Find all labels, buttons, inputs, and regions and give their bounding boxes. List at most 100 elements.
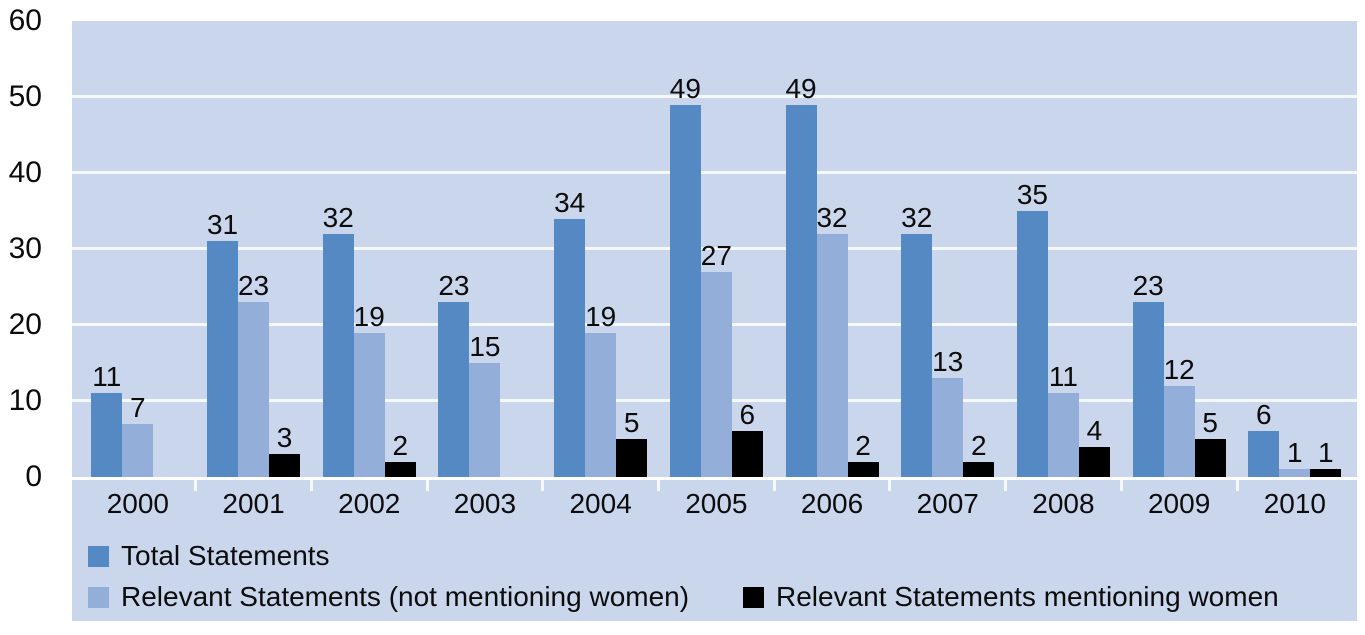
bar-2000-series-0: 11 [91,362,123,477]
bar-value-label: 3 [276,422,293,454]
bar-value-label: 11 [92,361,122,393]
x-axis-tick-mark [772,480,776,491]
bar-group-2006: 49 32 2 [774,21,890,477]
bar-value-label: 49 [785,72,817,104]
bar-2006-series-1: 32 [816,202,848,477]
x-axis-label-2003: 2003 [453,488,517,519]
bar-value-label: 2 [855,429,871,461]
bar-value-label: 27 [700,239,732,271]
x-axis-and-legend-band: 2000 2001 2002 2003 2004 2005 2006 2007 2008 2009… [72,480,1357,621]
bar-value-label: 4 [1086,414,1103,446]
legend-swatch-relevant-mentioning-women-icon [743,586,764,608]
legend-label-relevant-not-mentioning-women: Relevant Statements (not mentioning wome… [121,581,690,612]
x-axis-label-2007: 2007 [916,488,979,519]
bar-2004-series-1: 19 [585,301,616,477]
bar-2002-series-2: 2 [384,430,416,477]
bar-value-label: 12 [1163,353,1195,385]
bar-value-label: 32 [901,201,933,233]
x-axis-tick-mark [1004,480,1008,491]
y-axis-tick-label: 30 [8,232,42,265]
legend-item-relevant-mentioning-women: Relevant Statements mentioning women [743,583,1279,611]
bar-2000-series-1: 7 [122,392,154,477]
legend-label-total-statements: Total Statements [121,540,330,571]
bar-group-2004: 34 19 5 [543,21,659,477]
bar-value-label: 32 [816,201,848,233]
bar-value-label: 6 [739,399,756,431]
gridline [72,247,1357,250]
x-axis-tick-mark [657,480,660,491]
bar-2001-series-1: 23 [238,271,269,477]
x-axis-label-2004: 2004 [569,488,632,519]
x-axis-label-2002: 2002 [338,488,401,519]
bar-2010-series-2: 1 [1310,438,1342,477]
bar-2002-series-1: 19 [354,301,385,477]
bar-2004-series-2: 5 [616,408,648,477]
bar-value-label: 6 [1256,399,1272,431]
y-axis-tick-label: 40 [8,156,42,189]
x-axis-label-2001: 2001 [222,488,285,519]
x-axis-tick-mark [194,480,198,491]
x-axis-tick-mark [1235,480,1239,491]
bar-2007-series-1: 13 [932,347,963,477]
y-axis-tick-label: 0 [25,460,42,493]
bar-2005-series-2: 6 [731,400,763,477]
x-axis-tick-mark [309,480,313,491]
bar-2009-series-1: 12 [1164,354,1195,477]
x-axis-label-2005: 2005 [685,488,748,519]
gridline [72,171,1357,174]
bar-2009-series-0: 23 [1133,271,1164,477]
x-axis-label-2010: 2010 [1263,488,1326,519]
bar-value-label: 13 [932,346,964,378]
bar-value-label: 31 [206,209,239,241]
bar-value-label: 2 [392,429,409,461]
x-axis-tick-mark [1119,480,1123,491]
bar-group-2002: 32 19 2 [311,21,427,477]
bar-2005-series-1: 27 [701,240,732,477]
bar-value-label: 11 [1048,361,1078,393]
bar-2005-series-0: 49 [670,73,701,477]
bar-value-label: 19 [585,300,617,332]
bar-group-2009: 23 12 5 [1121,21,1237,477]
bar-group-2003: 23 15 [427,21,543,477]
bar-value-label: 35 [1016,179,1049,210]
bar-2003-series-0: 23 [438,271,470,477]
x-axis-tick-mark [888,480,892,491]
x-axis-tick-mark [541,480,545,491]
bar-2001-series-2: 3 [269,423,301,477]
x-axis-label-2009: 2009 [1147,488,1211,519]
y-axis-tick-label: 20 [8,308,42,341]
bar-group-2007: 32 13 2 [890,21,1006,477]
legend-item-total-statements: Total Statements [88,542,330,570]
bar-2010-series-0: 6 [1248,400,1280,477]
bar-2002-series-0: 32 [323,202,354,477]
bar-value-label: 1 [1287,437,1303,469]
bar-2006-series-0: 49 [785,73,817,477]
bar-2007-series-0: 32 [901,202,932,477]
gridline [72,95,1357,98]
legend-swatch-total-statements-icon [88,545,109,567]
bar-2004-series-0: 34 [554,187,585,477]
bar-2003-series-1: 15 [469,332,501,477]
bar-value-label: 5 [623,407,640,438]
bar-value-label: 1 [1318,437,1334,469]
bar-value-label: 23 [237,270,270,302]
bar-value-label: 34 [554,186,586,218]
bar-value-label: 5 [1202,407,1218,438]
y-axis-tick-label: 10 [8,384,42,417]
bar-2008-series-0: 35 [1017,180,1048,477]
bar-2008-series-2: 4 [1078,415,1110,477]
bar-group-2008: 35 11 4 [1006,21,1122,477]
y-axis-tick-label: 50 [8,80,42,113]
bar-2007-series-2: 2 [963,430,995,477]
bar-2009-series-2: 5 [1194,408,1226,477]
bar-value-label: 7 [130,391,146,423]
bar-2008-series-1: 11 [1047,362,1079,477]
bar-value-label: 23 [1132,270,1164,302]
x-axis-label-2006: 2006 [800,488,864,519]
y-axis-tick-label: 60 [8,4,42,37]
bar-2006-series-2: 2 [847,430,879,477]
plot-area: 11 7 31 23 3 32 19 2 23 15 34 19 5 49 27 6 49 32 2 32 13 2 35 1… [72,21,1357,477]
legend-item-relevant-not-mentioning-women: Relevant Statements (not mentioning wome… [88,583,689,611]
bar-value-label: 32 [322,201,354,233]
